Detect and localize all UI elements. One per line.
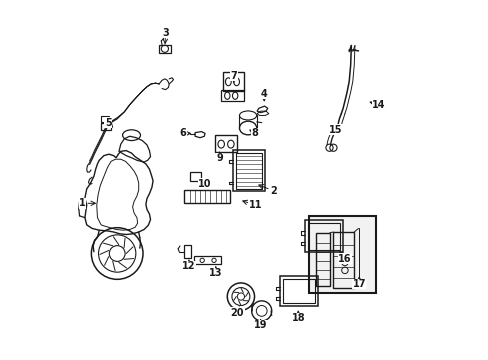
Bar — [194, 256, 221, 264]
Text: 18: 18 — [291, 313, 305, 323]
Bar — [308, 223, 339, 249]
Bar — [159, 45, 170, 53]
Bar — [221, 90, 244, 101]
Text: 10: 10 — [198, 179, 211, 189]
Bar — [223, 72, 244, 91]
Bar — [101, 116, 109, 122]
Text: 20: 20 — [230, 308, 244, 318]
Bar — [183, 244, 191, 258]
Bar — [101, 123, 111, 130]
Bar — [280, 276, 317, 306]
Bar — [315, 233, 329, 286]
Bar — [233, 150, 264, 192]
Text: 11: 11 — [248, 200, 262, 210]
Text: 3: 3 — [162, 28, 169, 38]
Text: 9: 9 — [216, 153, 223, 163]
Bar — [333, 232, 353, 288]
Bar — [183, 190, 230, 203]
Text: 12: 12 — [182, 261, 195, 271]
Text: 16: 16 — [338, 254, 351, 264]
Text: 4: 4 — [260, 89, 267, 99]
Text: 15: 15 — [328, 125, 342, 135]
Text: 8: 8 — [251, 129, 258, 138]
Bar — [235, 153, 261, 189]
Text: 1: 1 — [79, 198, 85, 208]
Text: 17: 17 — [352, 279, 365, 289]
Text: 5: 5 — [104, 118, 111, 128]
Bar — [190, 172, 201, 181]
Bar — [305, 220, 343, 252]
Bar — [283, 279, 314, 303]
Text: 14: 14 — [371, 100, 385, 110]
Text: 7: 7 — [230, 71, 237, 81]
Text: 13: 13 — [209, 268, 222, 278]
Bar — [215, 135, 237, 152]
Text: 19: 19 — [253, 320, 267, 330]
Text: 2: 2 — [269, 186, 276, 196]
Bar — [308, 216, 376, 293]
Text: 6: 6 — [179, 129, 186, 138]
